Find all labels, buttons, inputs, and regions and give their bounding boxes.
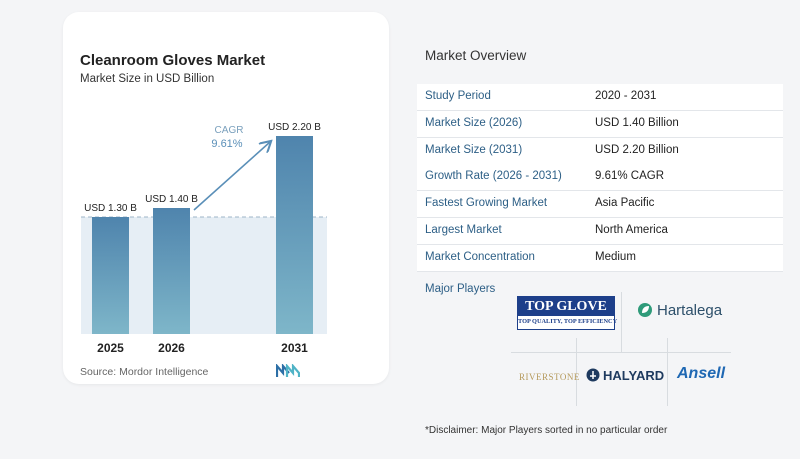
topglove-tagline: TOP QUALITY, TOP EFFICIENCY bbox=[518, 318, 618, 325]
ansell-logo: Ansell bbox=[677, 365, 726, 382]
disclaimer: *Disclaimer: Major Players sorted in no … bbox=[425, 425, 668, 436]
halyard-logo: HALYARD bbox=[603, 368, 665, 383]
divider bbox=[511, 352, 731, 353]
halyard-sail-icon bbox=[586, 368, 600, 382]
row-value: 9.61% CAGR bbox=[595, 170, 665, 182]
row-label: Market Size (2026) bbox=[425, 117, 523, 129]
row-label: Study Period bbox=[425, 90, 491, 102]
bar-2031 bbox=[276, 136, 313, 334]
row-fastest-growing: Fastest Growing Market Asia Pacific bbox=[417, 191, 783, 218]
data-label-2025: USD 1.30 B bbox=[84, 203, 137, 214]
riverstone-logo: RIVERSTONE bbox=[519, 372, 580, 382]
category-label-2031: 2031 bbox=[281, 341, 308, 355]
data-label-2031: USD 2.20 B bbox=[268, 122, 321, 133]
row-value: Medium bbox=[595, 251, 636, 263]
row-value: North America bbox=[595, 224, 668, 236]
chart-title: Cleanroom Gloves Market bbox=[80, 52, 266, 69]
overview-title: Market Overview bbox=[425, 48, 527, 63]
data-label-2026: USD 1.40 B bbox=[145, 194, 198, 205]
category-label-2025: 2025 bbox=[97, 341, 124, 355]
row-label: Largest Market bbox=[425, 224, 502, 236]
row-largest-market: Largest Market North America bbox=[417, 218, 783, 245]
row-label: Growth Rate (2026 - 2031) bbox=[425, 170, 562, 182]
bar-2025 bbox=[92, 217, 129, 334]
divider bbox=[576, 338, 577, 406]
hartalega-leaf-icon bbox=[638, 303, 652, 317]
row-label: Fastest Growing Market bbox=[425, 197, 548, 209]
major-players-label: Major Players bbox=[425, 283, 496, 295]
source-note: Source: Mordor Intelligence bbox=[80, 366, 209, 378]
mordor-logo-icon bbox=[276, 364, 300, 377]
divider bbox=[667, 338, 668, 406]
row-value: USD 2.20 Billion bbox=[595, 144, 679, 156]
hartalega-logo: Hartalega bbox=[657, 302, 723, 319]
cagr-value: 9.61% bbox=[211, 138, 242, 150]
chart-card: Cleanroom Gloves Market Market Size in U… bbox=[63, 12, 389, 384]
row-growth-rate: Growth Rate (2026 - 2031) 9.61% CAGR bbox=[417, 164, 783, 191]
row-market-size-2026: Market Size (2026) USD 1.40 Billion bbox=[417, 111, 783, 138]
row-market-concentration: Market Concentration Medium bbox=[417, 245, 783, 272]
bar-2026 bbox=[153, 208, 190, 334]
topglove-logo: TOP GLOVE TOP QUALITY, TOP EFFICIENCY bbox=[517, 296, 618, 330]
row-value: Asia Pacific bbox=[595, 197, 655, 209]
topglove-wordmark: TOP GLOVE bbox=[518, 297, 614, 316]
row-value: 2020 - 2031 bbox=[595, 90, 657, 102]
row-label: Market Size (2031) bbox=[425, 144, 523, 156]
row-study-period: Study Period 2020 - 2031 bbox=[417, 84, 783, 111]
row-label: Market Concentration bbox=[425, 251, 535, 263]
market-overview-panel: Market Overview Study Period 2020 - 2031… bbox=[405, 0, 800, 459]
cagr-arrow bbox=[193, 142, 270, 211]
row-value: USD 1.40 Billion bbox=[595, 117, 679, 129]
row-market-size-2031: Market Size (2031) USD 2.20 Billion bbox=[417, 138, 783, 165]
bar-chart: USD 1.30 B 2025 USD 1.40 B 2026 USD 2.20 B 20… bbox=[81, 122, 327, 355]
cagr-label: CAGR bbox=[215, 125, 244, 136]
chart-subtitle: Market Size in USD Billion bbox=[80, 73, 215, 85]
category-label-2026: 2026 bbox=[158, 341, 185, 355]
divider bbox=[621, 292, 622, 352]
